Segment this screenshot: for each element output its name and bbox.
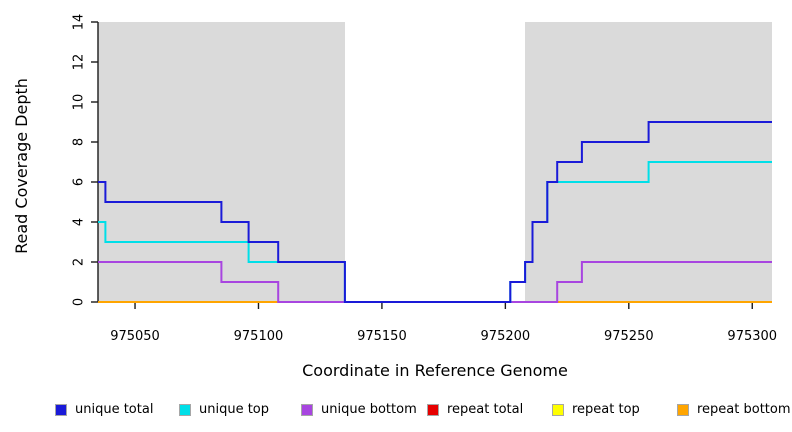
series-line-unique-total: [98, 121, 772, 303]
legend-swatch-icon: [677, 404, 689, 416]
legend-swatch-icon: [552, 404, 564, 416]
legend-item-unique-top: unique top: [179, 401, 270, 419]
y-tick-label: 0: [72, 298, 87, 306]
legend-label: unique top: [199, 402, 270, 417]
y-axis-title: Read Coverage Depth: [12, 78, 31, 254]
x-tick-label: 975250: [604, 329, 654, 344]
y-tick-label: 8: [72, 138, 87, 146]
legend-swatch-icon: [55, 404, 67, 416]
legend-item-unique-total: unique total: [55, 401, 154, 419]
x-tick-label: 975300: [727, 329, 777, 344]
x-tick-label: 975150: [357, 329, 407, 344]
legend-label: repeat bottom: [697, 402, 791, 417]
y-tick-label: 10: [72, 94, 87, 111]
chart-legend: unique total unique top unique bottom repea…: [0, 401, 792, 421]
legend-item-repeat-top: repeat top: [552, 401, 640, 419]
legend-label: unique bottom: [321, 402, 417, 417]
x-tick-label: 975200: [481, 329, 531, 344]
x-axis-title: Coordinate in Reference Genome: [302, 361, 568, 380]
legend-label: repeat top: [572, 402, 640, 417]
y-tick-label: 12: [72, 54, 87, 71]
legend-swatch-icon: [179, 404, 191, 416]
y-tick-label: 6: [72, 178, 87, 186]
legend-label: unique total: [75, 402, 154, 417]
legend-item-repeat-bottom: repeat bottom: [677, 401, 791, 419]
x-tick-label: 975100: [234, 329, 284, 344]
legend-swatch-icon: [427, 404, 439, 416]
legend-label: repeat total: [447, 402, 524, 417]
y-tick-label: 14: [72, 14, 87, 31]
coverage-chart: 0 2 4 6 8 10 12 14 975050 975100 975150 975200 97525…: [12, 14, 777, 380]
y-tick-label: 2: [72, 258, 87, 266]
legend-item-unique-bottom: unique bottom: [301, 401, 417, 419]
shaded-region: [98, 22, 345, 302]
legend-swatch-icon: [301, 404, 313, 416]
y-tick-label: 4: [72, 218, 87, 226]
legend-item-repeat-total: repeat total: [427, 401, 524, 419]
x-tick-label: 975050: [110, 329, 160, 344]
